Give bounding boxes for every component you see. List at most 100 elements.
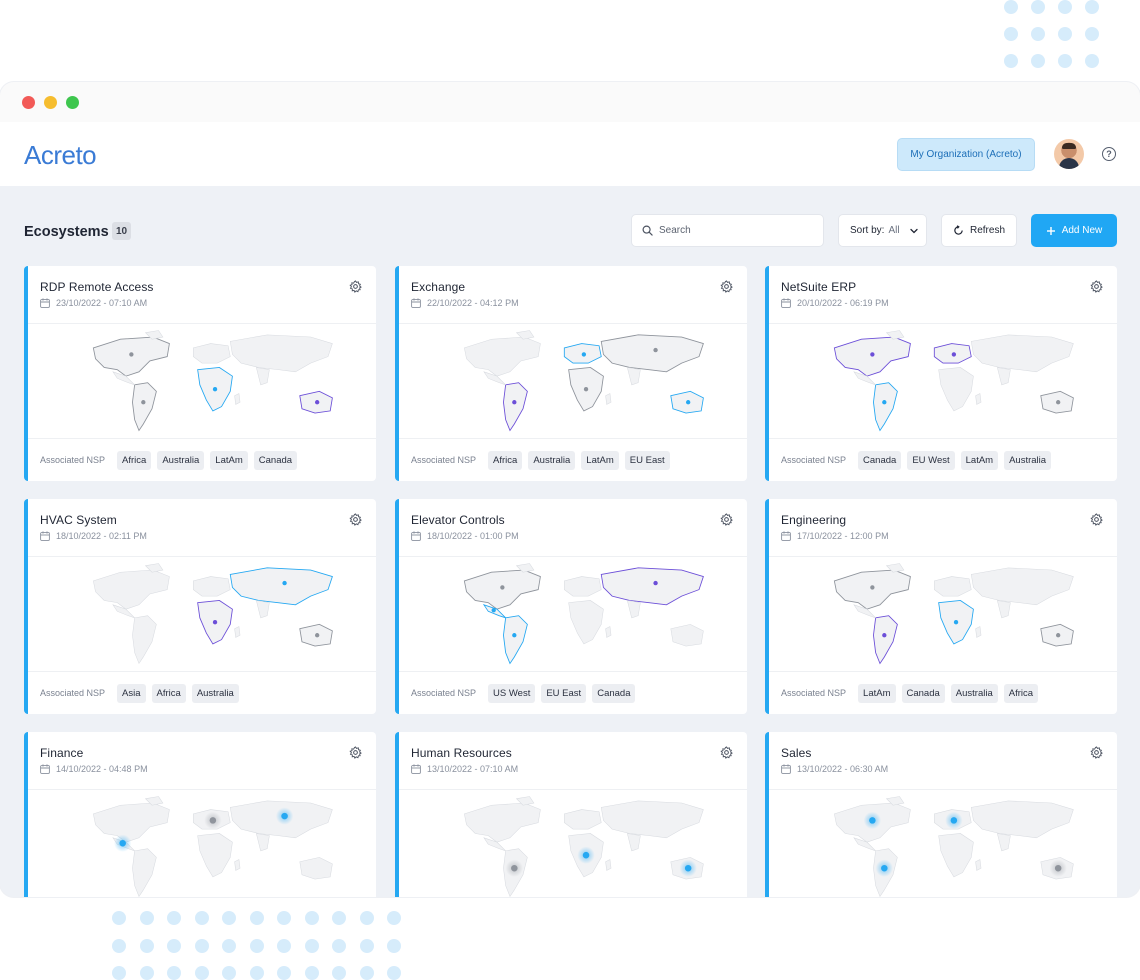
map-region-in <box>626 367 641 386</box>
close-window-button[interactable] <box>22 95 35 109</box>
user-avatar[interactable] <box>1054 139 1084 169</box>
map-region-ca <box>483 371 506 386</box>
maximize-window-button[interactable] <box>66 95 79 109</box>
nsp-tag[interactable]: Australia <box>191 683 239 703</box>
gear-icon[interactable] <box>720 513 733 526</box>
card-map <box>769 790 1117 897</box>
gear-icon[interactable] <box>349 746 362 759</box>
map-marker <box>1056 400 1061 405</box>
gear-icon[interactable] <box>1090 746 1103 759</box>
gear-icon[interactable] <box>349 280 362 293</box>
map-region-in <box>255 600 270 619</box>
ecosystem-card[interactable]: Elevator Controls 18/10/2022 - 01:00 PM As… <box>395 499 747 714</box>
map-region-eu <box>934 576 972 597</box>
map-region-na <box>93 569 170 610</box>
card-title[interactable]: HVAC System <box>40 513 117 527</box>
map-marker <box>684 864 692 872</box>
acreto-logo[interactable]: Acreto <box>24 140 97 170</box>
nsp-tag[interactable]: Canada <box>901 683 945 703</box>
card-date: 17/10/2022 - 12:00 PM <box>797 531 889 541</box>
nsp-tag[interactable]: Africa <box>117 450 152 470</box>
card-map <box>399 324 747 437</box>
card-map <box>28 790 376 897</box>
card-title[interactable]: Human Resources <box>411 746 512 760</box>
card-title[interactable]: Sales <box>781 746 812 760</box>
map-marker <box>512 400 517 405</box>
nsp-tag[interactable]: Australia <box>950 683 998 703</box>
card-title[interactable]: Elevator Controls <box>411 513 505 527</box>
map-marker <box>686 400 691 405</box>
nsp-tag[interactable]: Africa <box>151 683 186 703</box>
add-new-label: Add New <box>1061 225 1103 236</box>
nsp-tag[interactable]: US West <box>488 683 536 703</box>
world-map <box>834 796 1074 897</box>
card-header: Human Resources 13/10/2022 - 07:10 AM <box>399 732 747 790</box>
ecosystem-card[interactable]: Exchange 22/10/2022 - 04:12 PM Associated … <box>395 266 747 481</box>
nsp-tag[interactable]: Africa <box>488 450 523 470</box>
card-footer: Associated NSP Africa Australia LatAm EU Eas… <box>399 438 747 481</box>
map-marker <box>881 864 888 872</box>
question-circle-icon[interactable]: ? <box>1102 147 1116 161</box>
nsp-tag[interactable]: Canada <box>253 450 298 470</box>
card-footer: Associated NSP LatAm Canada Australia Africa <box>769 671 1117 714</box>
ecosystem-card[interactable]: Finance 14/10/2022 - 04:48 PM <box>24 732 376 897</box>
calendar-icon <box>781 764 791 774</box>
gear-icon[interactable] <box>1090 280 1103 293</box>
gear-icon[interactable] <box>720 746 733 759</box>
nsp-tag[interactable]: EU East <box>624 450 670 470</box>
search-icon <box>642 225 653 236</box>
card-footer: Associated NSP Canada EU West LatAm Australi… <box>769 438 1117 481</box>
sort-dropdown[interactable]: Sort by: All <box>838 214 927 247</box>
map-region-mg <box>605 626 612 638</box>
minimize-window-button[interactable] <box>44 95 57 109</box>
gear-icon[interactable] <box>720 280 733 293</box>
ecosystem-card[interactable]: Human Resources 13/10/2022 - 07:10 AM <box>395 732 747 897</box>
map-region-sa <box>503 615 528 665</box>
map-marker <box>500 585 505 590</box>
decorative-dots-top <box>1004 0 1099 68</box>
sort-label: Sort by: <box>850 225 885 236</box>
card-title[interactable]: Engineering <box>781 513 847 527</box>
card-title[interactable]: RDP Remote Access <box>40 280 154 294</box>
card-footer: Associated NSP US West EU East Canada <box>399 671 747 714</box>
card-date: 13/10/2022 - 07:10 AM <box>427 764 519 774</box>
map-region-as <box>600 334 704 373</box>
card-title[interactable]: Finance <box>40 746 84 760</box>
add-new-button[interactable]: Add New <box>1031 214 1117 247</box>
ecosystem-card[interactable]: Engineering 17/10/2022 - 12:00 PM Associat… <box>765 499 1117 714</box>
nsp-tag[interactable]: LatAm <box>960 450 999 470</box>
nsp-tag[interactable]: Australia <box>1004 450 1052 470</box>
map-marker <box>119 839 126 847</box>
search-box[interactable] <box>631 214 824 247</box>
map-region-au <box>299 857 333 880</box>
organization-button[interactable]: My Organization (Acreto) <box>897 138 1035 171</box>
ecosystem-card[interactable]: RDP Remote Access 23/10/2022 - 07:10 AM As… <box>24 266 376 481</box>
nsp-tag[interactable]: Asia <box>117 683 146 703</box>
map-region-sa <box>873 382 898 432</box>
card-footer: Associated NSP Asia Africa Australia <box>28 671 376 714</box>
map-region-na <box>463 569 541 610</box>
map-region-as <box>600 567 704 606</box>
refresh-icon <box>954 225 963 235</box>
card-title[interactable]: NetSuite ERP <box>781 280 857 294</box>
ecosystem-card[interactable]: HVAC System 18/10/2022 - 02:11 PM Associat… <box>24 499 376 714</box>
nsp-tag[interactable]: LatAm <box>581 450 619 470</box>
nsp-tag[interactable]: LatAm <box>858 683 896 703</box>
nsp-tag[interactable]: Canada <box>592 683 636 703</box>
card-title[interactable]: Exchange <box>411 280 466 294</box>
search-input[interactable] <box>659 225 809 236</box>
nsp-tag[interactable]: EU East <box>541 683 587 703</box>
refresh-button[interactable]: Refresh <box>941 214 1017 247</box>
map-region-na <box>93 802 170 843</box>
nsp-tag[interactable]: Canada <box>858 450 902 470</box>
gear-icon[interactable] <box>349 513 362 526</box>
ecosystem-card[interactable]: Sales 13/10/2022 - 06:30 AM <box>765 732 1117 897</box>
ecosystem-card[interactable]: NetSuite ERP 20/10/2022 - 06:19 PM Associa… <box>765 266 1117 481</box>
nsp-tag[interactable]: Africa <box>1003 683 1039 703</box>
map-region-na <box>464 336 541 377</box>
nsp-tag[interactable]: Australia <box>528 450 576 470</box>
nsp-tag[interactable]: Australia <box>157 450 205 470</box>
nsp-tag[interactable]: LatAm <box>210 450 248 470</box>
gear-icon[interactable] <box>1090 513 1103 526</box>
nsp-tag[interactable]: EU West <box>907 450 955 470</box>
